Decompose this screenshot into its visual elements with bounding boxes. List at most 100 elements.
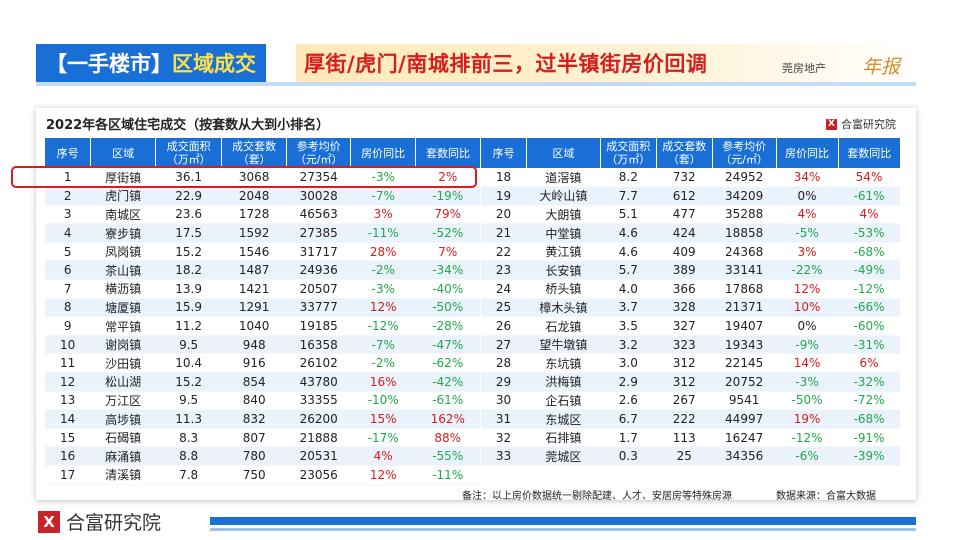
table-row: 9 常平镇 11.2 1040 19185 -12% -28% bbox=[44, 316, 480, 336]
table-row: 24 桥头镇 4.0 366 17868 12% -12% bbox=[480, 279, 900, 299]
cell-area: 10.4 bbox=[155, 353, 222, 374]
cell-price-yoy: -12% bbox=[776, 428, 839, 448]
cell-price-yoy: -10% bbox=[350, 391, 416, 411]
section-tag-prefix: 【一手楼市】 bbox=[46, 52, 172, 76]
cell-rank: 18 bbox=[480, 168, 527, 188]
cell-region: 黄江镇 bbox=[526, 242, 601, 262]
cell-rank: 26 bbox=[480, 316, 527, 336]
cell-rank: 24 bbox=[480, 279, 527, 299]
cell-rank: 5 bbox=[44, 242, 91, 262]
table-row: 17 清溪镇 7.8 750 23056 12% -11% bbox=[44, 465, 480, 485]
cell-region: 塘厦镇 bbox=[90, 298, 156, 318]
cell-units: 409 bbox=[656, 242, 713, 262]
col-region: 区域 bbox=[90, 138, 156, 168]
cell-price-yoy: -3% bbox=[350, 279, 416, 299]
cell-units-yoy: -19% bbox=[415, 186, 480, 206]
cell-price-yoy: -22% bbox=[776, 260, 839, 281]
cell-area: 5.1 bbox=[600, 205, 657, 225]
cell-rank: 9 bbox=[44, 316, 91, 336]
ranking-table-left: 序号 区域 成交面积（万㎡） 成交套数（套） 参考均价（元/㎡） 房价同比 套数… bbox=[43, 138, 480, 485]
cell-region: 东城区 bbox=[526, 409, 601, 429]
table-card: 2022年各区域住宅成交（按套数从大到小排名） X 合富研究院 序号 区域 成交… bbox=[36, 108, 916, 500]
cell-price: 21371 bbox=[712, 298, 777, 318]
cell-price: 19407 bbox=[712, 316, 777, 336]
cell-price: 16358 bbox=[286, 335, 351, 355]
table-row: 25 樟木头镇 3.7 328 21371 10% -66% bbox=[480, 298, 900, 318]
cell-price-yoy: -50% bbox=[776, 391, 839, 411]
cell-units: 312 bbox=[656, 353, 713, 374]
cell-region: 洪梅镇 bbox=[526, 372, 601, 392]
cell-units-yoy: 54% bbox=[838, 168, 900, 188]
table-row: 18 道滘镇 8.2 732 24952 34% 54% bbox=[480, 168, 900, 188]
cell-price: 20752 bbox=[712, 372, 777, 392]
cell-units-yoy: -68% bbox=[838, 409, 900, 429]
cell-region: 万江区 bbox=[90, 391, 156, 411]
cell-price: 35288 bbox=[712, 205, 777, 225]
cell-price-yoy: 16% bbox=[350, 372, 416, 392]
cell-price: 33355 bbox=[286, 391, 351, 411]
table-row: 15 石碣镇 8.3 807 21888 -17% 88% bbox=[44, 428, 480, 448]
cell-units-yoy: -47% bbox=[415, 335, 480, 355]
cell-units: 750 bbox=[221, 465, 287, 485]
cell-units: 327 bbox=[656, 316, 713, 336]
cell-rank: 25 bbox=[480, 298, 527, 318]
cell-price-yoy: 0% bbox=[776, 186, 839, 206]
cell-area: 9.5 bbox=[155, 335, 222, 355]
cell-area: 4.6 bbox=[600, 223, 657, 243]
table-row: 16 麻涌镇 8.8 780 20531 4% -55% bbox=[44, 446, 480, 466]
col-rank: 序号 bbox=[43, 138, 91, 168]
col-area: 成交面积（万㎡） bbox=[599, 138, 657, 168]
cell-region: 樟木头镇 bbox=[526, 298, 601, 318]
cell-region: 企石镇 bbox=[526, 391, 601, 411]
cell-price-yoy: 4% bbox=[776, 205, 839, 225]
cell-price-yoy: -7% bbox=[350, 186, 416, 206]
cell-rank: 19 bbox=[480, 186, 527, 206]
cell-area: 4.6 bbox=[600, 242, 657, 262]
table-row: 2 虎门镇 22.9 2048 30028 -7% -19% bbox=[44, 186, 480, 206]
cell-units: 948 bbox=[221, 335, 287, 355]
section-tag-highlight: 区域成交 bbox=[172, 52, 256, 76]
cell-area: 3.2 bbox=[600, 335, 657, 355]
cell-price: 24368 bbox=[712, 242, 777, 262]
cell-price-yoy: 12% bbox=[776, 279, 839, 299]
cell-region: 莞城区 bbox=[526, 446, 601, 466]
table-row: 21 中堂镇 4.6 424 18858 -5% -53% bbox=[480, 223, 900, 243]
card-logo-text: 合富研究院 bbox=[841, 118, 896, 131]
cell-units-yoy: -39% bbox=[838, 446, 900, 466]
cell-units-yoy: -61% bbox=[838, 186, 900, 206]
table-row: 7 横沥镇 13.9 1421 20507 -3% -40% bbox=[44, 279, 480, 299]
cell-area: 17.5 bbox=[155, 223, 222, 243]
cell-price: 46563 bbox=[286, 205, 351, 225]
ranking-table-right: 序号 区域 成交面积（万㎡） 成交套数（套） 参考均价（元/㎡） 房价同比 套数… bbox=[480, 138, 900, 466]
cell-area: 0.3 bbox=[600, 446, 657, 466]
cell-price: 30028 bbox=[286, 186, 351, 206]
cell-units: 807 bbox=[221, 428, 287, 448]
cell-units-yoy: 88% bbox=[415, 428, 480, 448]
table-row: 12 松山湖 15.2 854 43780 16% -42% bbox=[44, 372, 480, 392]
cell-price: 33777 bbox=[286, 298, 351, 318]
cell-units: 732 bbox=[656, 168, 713, 188]
cell-rank: 32 bbox=[480, 428, 527, 448]
cell-area: 15.2 bbox=[155, 242, 222, 262]
cell-price: 34209 bbox=[712, 186, 777, 206]
cell-region: 石龙镇 bbox=[526, 316, 601, 336]
cell-region: 清溪镇 bbox=[90, 465, 156, 485]
cell-units-yoy: 7% bbox=[415, 242, 480, 262]
cell-price-yoy: -2% bbox=[350, 260, 416, 281]
cell-area: 22.9 bbox=[155, 186, 222, 206]
cell-units-yoy: -52% bbox=[415, 223, 480, 243]
cell-rank: 8 bbox=[44, 298, 91, 318]
cell-region: 寮步镇 bbox=[90, 223, 156, 243]
cell-rank: 30 bbox=[480, 391, 527, 411]
cell-price-yoy: 34% bbox=[776, 168, 839, 188]
page-title: 厚街/虎门/南城排前三，过半镇街房价回调 bbox=[296, 44, 916, 82]
footer-bar-thin bbox=[210, 528, 916, 531]
cell-units: 1546 bbox=[221, 242, 287, 262]
col-region: 区域 bbox=[525, 138, 601, 168]
cell-region: 松山湖 bbox=[90, 372, 156, 392]
table-row: 3 南城区 23.6 1728 46563 3% 79% bbox=[44, 205, 480, 225]
cell-region: 望牛墩镇 bbox=[526, 335, 601, 355]
cell-units: 25 bbox=[656, 446, 713, 466]
cell-area: 6.7 bbox=[600, 409, 657, 429]
cell-area: 15.9 bbox=[155, 298, 222, 318]
